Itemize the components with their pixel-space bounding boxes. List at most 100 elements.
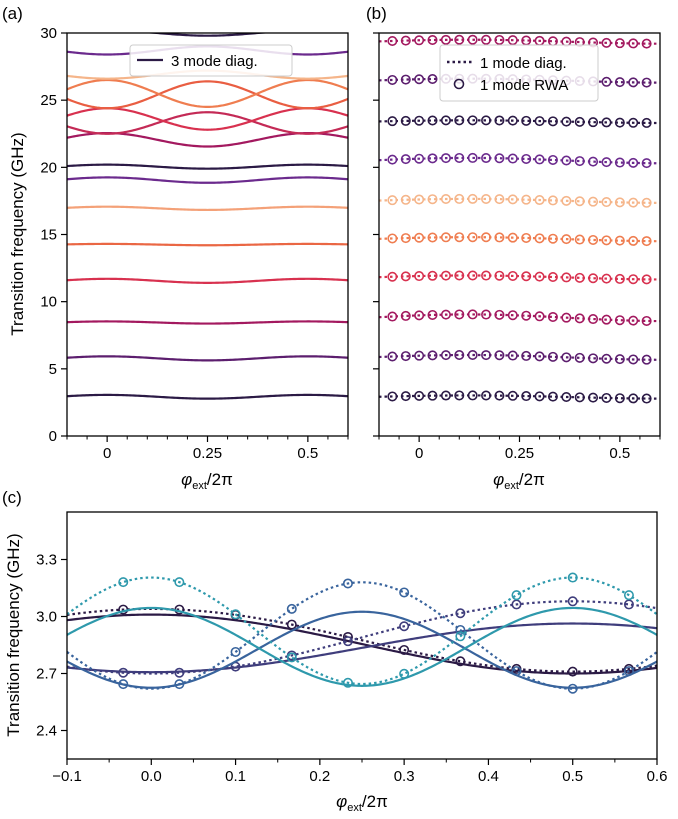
rwa-marker [400, 233, 411, 244]
rwa-marker [481, 270, 492, 281]
panel-c-xlabel: φext/2π [336, 792, 388, 814]
rwa-marker [567, 683, 578, 694]
rwa-marker [174, 577, 185, 588]
rwa-marker [414, 232, 425, 243]
rwa-marker [387, 311, 398, 322]
rwa-marker [286, 603, 297, 614]
rwa-marker [547, 116, 558, 127]
rwa-marker [481, 193, 492, 204]
series-line-c [67, 622, 657, 674]
rwa-marker [427, 309, 438, 320]
rwa-marker [601, 157, 612, 168]
series-line-c [67, 606, 657, 687]
rwa-marker [641, 77, 652, 88]
y-tick-label: 2.4 [36, 723, 57, 740]
rwa-marker [614, 38, 625, 49]
rwa-marker [641, 354, 652, 365]
rwa-marker [387, 271, 398, 282]
rwa-marker [521, 391, 532, 402]
rwa-marker [399, 621, 410, 632]
rwa-marker [628, 197, 639, 208]
rwa-marker [511, 666, 522, 677]
rwa-marker [427, 35, 438, 46]
rwa-marker [534, 116, 545, 127]
legend-circle-swatch [453, 78, 465, 90]
legend-label-dotted: 1 mode diag. [480, 55, 567, 72]
rwa-marker [534, 154, 545, 165]
rwa-marker [561, 352, 572, 363]
rwa-marker [623, 599, 634, 610]
panel-c-label: (c) [2, 488, 22, 507]
rwa-marker [427, 270, 438, 281]
rwa-marker [567, 596, 578, 607]
rwa-marker [628, 235, 639, 246]
rwa-marker [561, 312, 572, 323]
rwa-marker [507, 350, 518, 361]
rwa-marker [641, 315, 652, 326]
rwa-marker [601, 314, 612, 325]
rwa-marker [588, 273, 599, 284]
rwa-marker [507, 270, 518, 281]
rwa-marker [387, 154, 398, 165]
rwa-marker [521, 232, 532, 243]
rwa-marker [467, 34, 478, 45]
x-tick-label: 0.25 [505, 445, 534, 462]
rwa-marker [641, 38, 652, 49]
rwa-marker [118, 679, 129, 690]
y-tick-label: 15 [40, 227, 57, 244]
rwa-marker [534, 351, 545, 362]
rwa-marker [481, 232, 492, 243]
panel-c-frame [66, 511, 658, 760]
rwa-marker [467, 350, 478, 361]
rwa-marker [601, 273, 612, 284]
rwa-marker [440, 309, 451, 320]
rwa-marker [588, 234, 599, 245]
rwa-marker [414, 350, 425, 361]
rwa-marker [641, 274, 652, 285]
rwa-marker [547, 233, 558, 244]
panel-b-xlabel: φext/2π [493, 470, 545, 492]
rwa-marker [588, 314, 599, 325]
rwa-marker [588, 196, 599, 207]
rwa-marker [567, 572, 578, 583]
rwa-marker [454, 152, 465, 163]
rwa-marker [628, 274, 639, 285]
rwa-marker [427, 73, 438, 84]
rwa-marker [440, 153, 451, 164]
rwa-marker [547, 195, 558, 206]
series-line-c [67, 610, 657, 689]
rwa-marker [521, 350, 532, 361]
rwa-marker [521, 115, 532, 126]
rwa-marker [440, 232, 451, 243]
rwa-marker [467, 390, 478, 401]
rwa-marker [467, 193, 478, 204]
rwa-marker [641, 197, 652, 208]
rwa-marker [588, 392, 599, 403]
rwa-marker [521, 153, 532, 164]
rwa-marker [400, 351, 411, 362]
series-line-a [67, 111, 348, 135]
rwa-marker [387, 233, 398, 244]
rwa-marker [400, 194, 411, 205]
rwa-marker [454, 390, 465, 401]
rwa-marker [641, 393, 652, 404]
rwa-marker [454, 193, 465, 204]
rwa-marker [400, 271, 411, 282]
rwa-marker [454, 309, 465, 320]
rwa-marker [414, 153, 425, 164]
rwa-marker [547, 154, 558, 165]
rwa-marker [427, 194, 438, 205]
rwa-marker [455, 631, 466, 642]
rwa-marker [387, 116, 398, 127]
rwa-marker [414, 271, 425, 282]
rwa-marker [387, 351, 398, 362]
legend-label-circle: 1 mode RWA [480, 77, 568, 94]
rwa-marker [440, 350, 451, 361]
x-tick-label: 0.0 [141, 768, 162, 785]
rwa-marker [507, 194, 518, 205]
rwa-marker [467, 309, 478, 320]
rwa-marker [507, 310, 518, 321]
rwa-marker [494, 270, 505, 281]
rwa-marker [481, 34, 492, 45]
rwa-marker [628, 38, 639, 49]
